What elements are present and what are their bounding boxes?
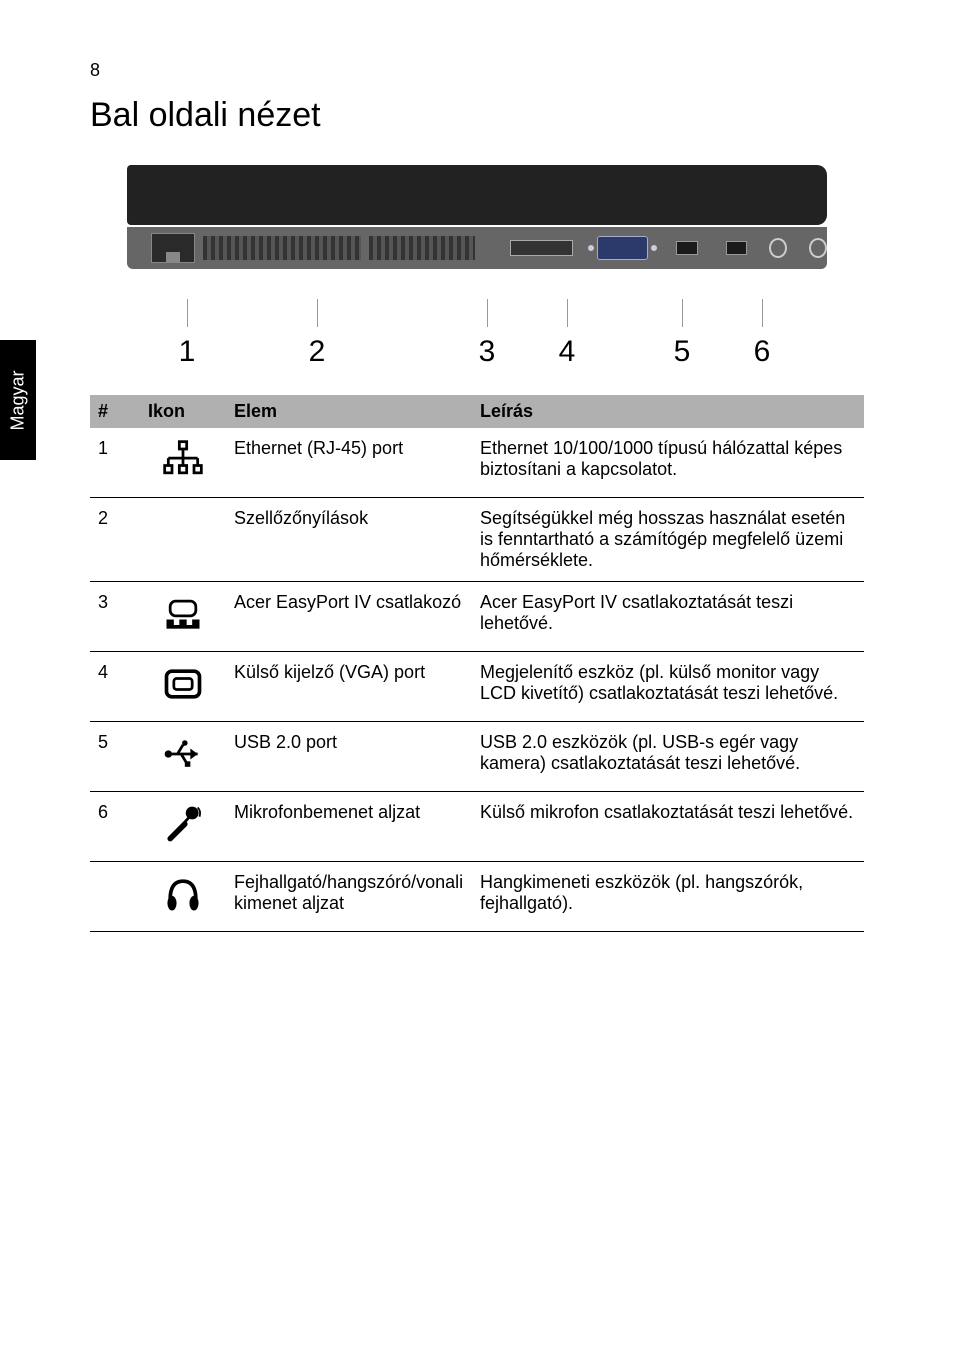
port-usb <box>676 241 697 255</box>
callout-number: 3 <box>479 335 496 369</box>
callout-number: 6 <box>754 335 771 369</box>
table-cell-icon <box>140 582 226 652</box>
table-cell-icon <box>140 652 226 722</box>
table-header-icon: Ikon <box>140 395 226 428</box>
table-cell-icon <box>140 792 226 862</box>
ethernet-icon <box>161 438 205 482</box>
callout-number: 5 <box>674 335 691 369</box>
table-cell-elem: Ethernet (RJ-45) port <box>226 428 472 498</box>
table-cell-desc: USB 2.0 eszközök (pl. USB-s egér vagy ka… <box>472 722 864 792</box>
mic-icon <box>161 802 205 846</box>
port-vents <box>369 236 474 260</box>
table-cell-elem: Külső kijelző (VGA) port <box>226 652 472 722</box>
table-cell-icon <box>140 862 226 932</box>
table-cell-desc: Segítségükkel még hosszas használat eset… <box>472 498 864 582</box>
callout-leader <box>317 299 318 327</box>
table-cell-desc: Ethernet 10/100/1000 típusú hálózattal k… <box>472 428 864 498</box>
page-number: 8 <box>90 60 864 81</box>
table-cell-desc: Megjelenítő eszköz (pl. külső monitor va… <box>472 652 864 722</box>
table-cell-num: 2 <box>90 498 140 582</box>
easyport-icon <box>161 592 205 636</box>
device-illustration <box>127 165 827 269</box>
table-cell-elem: Szellőzőnyílások <box>226 498 472 582</box>
table-cell-icon <box>140 722 226 792</box>
table-cell-elem: Fejhallgató/hangszóró/vonali kimenet alj… <box>226 862 472 932</box>
table-cell-desc: Acer EasyPort IV csatlakoztatását teszi … <box>472 582 864 652</box>
table-header-elem: Elem <box>226 395 472 428</box>
callout-leader <box>762 299 763 327</box>
table-cell-num: 4 <box>90 652 140 722</box>
table-row: 4 Külső kijelző (VGA) portMegjelenítő esz… <box>90 652 864 722</box>
table-row: 2 SzellőzőnyílásokSegítségükkel még hossz… <box>90 498 864 582</box>
port-audio-out <box>809 238 827 258</box>
table-header-desc: Leírás <box>472 395 864 428</box>
callout-number: 2 <box>309 335 326 369</box>
table-cell-icon <box>140 498 226 582</box>
callout-lines <box>127 299 827 335</box>
table-cell-num: 5 <box>90 722 140 792</box>
port-audio-in <box>769 238 787 258</box>
table-cell-num: 3 <box>90 582 140 652</box>
port-vga <box>597 236 648 260</box>
callout-leader <box>682 299 683 327</box>
table-cell-desc: Külső mikrofon csatlakoztatását teszi le… <box>472 792 864 862</box>
vga-icon <box>161 662 205 706</box>
callout-number: 1 <box>179 335 196 369</box>
port-easyport <box>510 240 574 256</box>
table-cell-icon <box>140 428 226 498</box>
callout-leader <box>187 299 188 327</box>
table-row: 3 Acer EasyPort IV csatlakozóAcer EasyPor… <box>90 582 864 652</box>
table-cell-desc: Hangkimeneti eszközök (pl. hangszórók, f… <box>472 862 864 932</box>
port-usb <box>726 241 747 255</box>
port-ethernet <box>151 233 195 263</box>
table-row: Fejhallgató/hangszóró/vonali kimenet alj… <box>90 862 864 932</box>
callout-leader <box>487 299 488 327</box>
language-side-tab-label: Magyar <box>8 370 29 430</box>
table-cell-elem: USB 2.0 port <box>226 722 472 792</box>
table-header-num: # <box>90 395 140 428</box>
table-cell-num <box>90 862 140 932</box>
headphone-icon <box>161 872 205 916</box>
table-row: 1 Ethernet (RJ-45) portEthernet 10/100/10… <box>90 428 864 498</box>
port-vents <box>203 236 361 260</box>
callout-number: 4 <box>559 335 576 369</box>
callout-numbers: 1 2 3 4 5 6 <box>127 335 827 375</box>
usb-icon <box>161 732 205 776</box>
table-cell-num: 1 <box>90 428 140 498</box>
table-cell-num: 6 <box>90 792 140 862</box>
callout-leader <box>567 299 568 327</box>
language-side-tab: Magyar <box>0 340 36 460</box>
table-cell-elem: Acer EasyPort IV csatlakozó <box>226 582 472 652</box>
table-row: 5 USB 2.0 portUSB 2.0 eszközök (pl. USB-s… <box>90 722 864 792</box>
table-cell-elem: Mikrofonbemenet aljzat <box>226 792 472 862</box>
ports-table: # Ikon Elem Leírás 1 Ethernet (RJ-45) por… <box>90 395 864 932</box>
page-title: Bal oldali nézet <box>90 96 864 135</box>
ports-table-body: 1 Ethernet (RJ-45) portEthernet 10/100/10… <box>90 428 864 932</box>
table-row: 6 Mikrofonbemenet aljzatKülső mikrofon cs… <box>90 792 864 862</box>
